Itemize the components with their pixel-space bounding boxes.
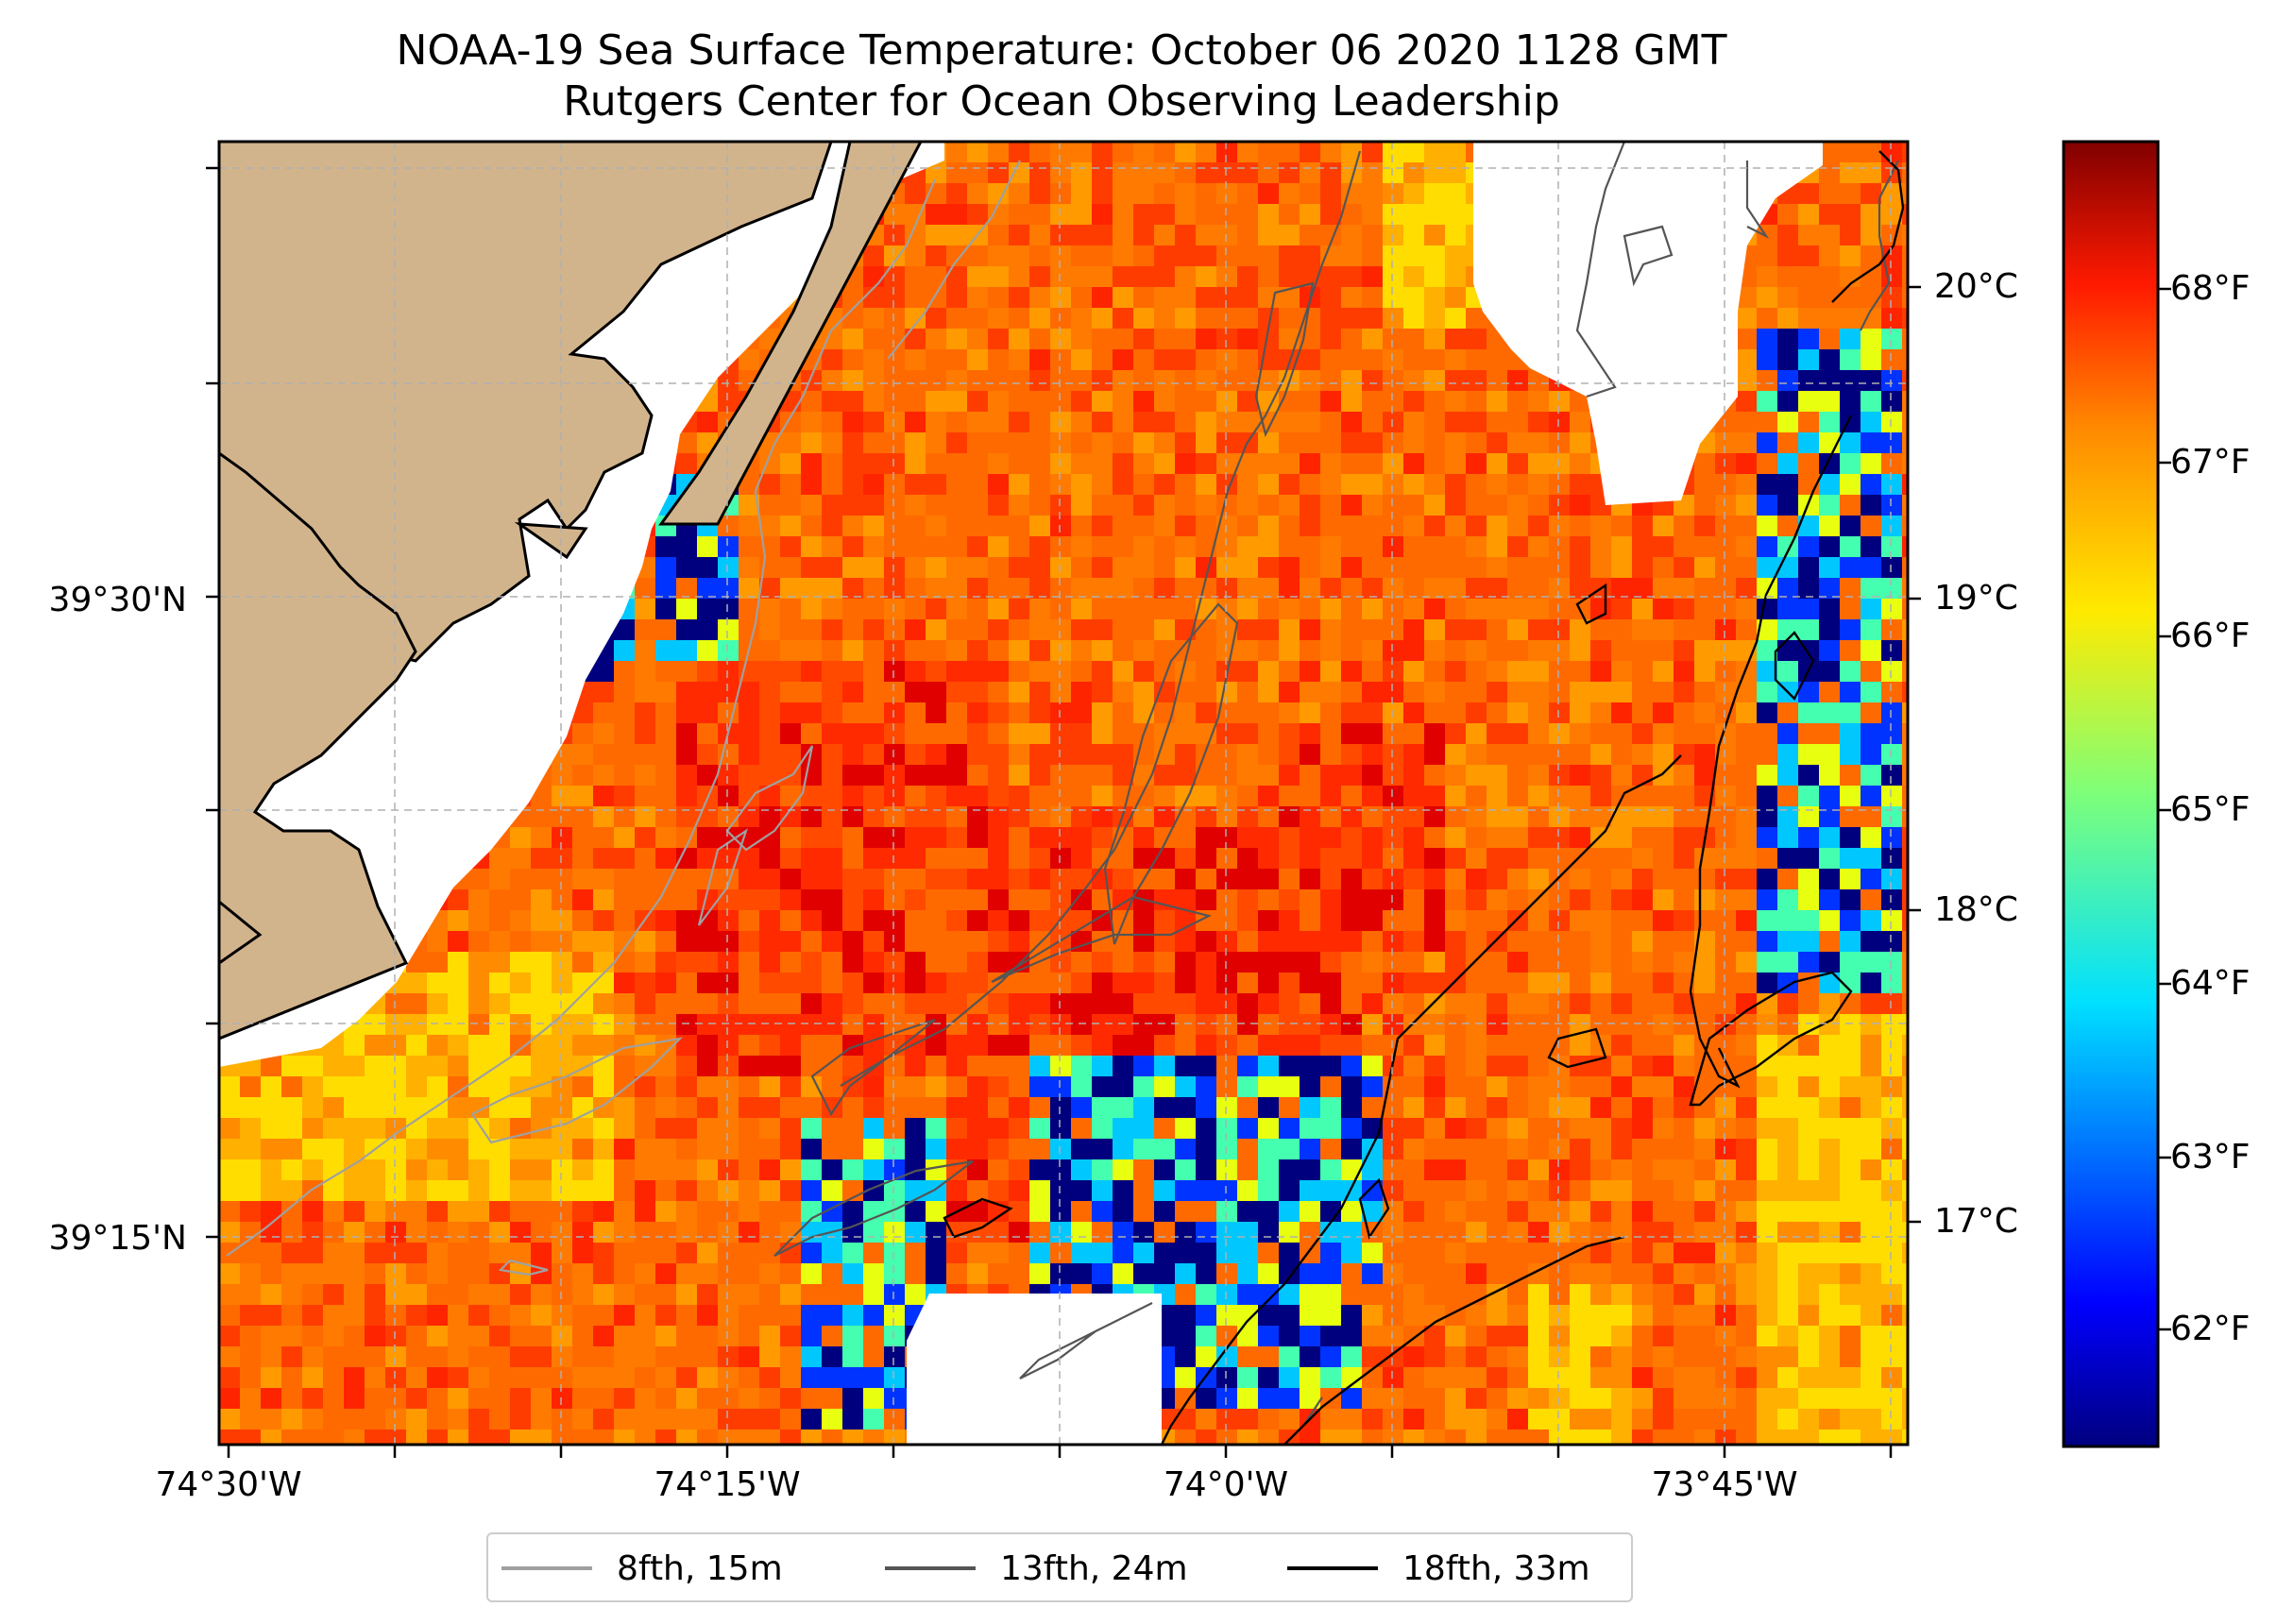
- isobath-18fth: [943, 150, 1905, 1445]
- legend-item-18fth: 18fth, 33m: [1287, 1548, 1590, 1589]
- colorbar-ticks: [2158, 287, 2171, 1331]
- lon-label-74-00: 74°0'W: [1163, 1465, 1289, 1504]
- lon-label-73-45: 73°45'W: [1651, 1465, 1798, 1504]
- lon-label-74-30: 74°30'W: [155, 1465, 302, 1504]
- legend-swatch-13fth: [885, 1566, 976, 1570]
- celsius-label-17: 17°C: [1934, 1202, 2018, 1241]
- legend-label-18fth: 18fth, 33m: [1402, 1548, 1590, 1588]
- legend-item-13fth: 13fth, 24m: [885, 1548, 1188, 1589]
- isobath-13fth: [773, 142, 1899, 1445]
- lat-label-39-15: 39°15'N: [48, 1219, 187, 1258]
- celsius-label-20: 20°C: [1934, 267, 2018, 306]
- legend-swatch-18fth: [1287, 1566, 1378, 1570]
- gridlines: [219, 142, 1908, 1445]
- land-areas: [219, 142, 923, 1040]
- fahrenheit-label-66: 66°F: [2170, 617, 2251, 655]
- chart-title: NOAA-19 Sea Surface Temperature: October…: [396, 26, 1727, 75]
- legend-label-13fth: 13fth, 24m: [1000, 1548, 1188, 1588]
- legend-item-8fth: 8fth, 15m: [501, 1548, 783, 1589]
- lon-label-74-15: 74°15'W: [654, 1465, 801, 1504]
- celsius-label-19: 19°C: [1934, 579, 2018, 617]
- fahrenheit-label-64: 64°F: [2170, 964, 2251, 1003]
- map-frame: [217, 140, 1910, 1446]
- fahrenheit-label-62: 62°F: [2170, 1310, 2251, 1348]
- fahrenheit-label-65: 65°F: [2170, 790, 2251, 829]
- fahrenheit-label-68: 68°F: [2170, 269, 2251, 308]
- isobath-legend: 8fth, 15m 13fth, 24m 18fth, 33m: [486, 1532, 1633, 1602]
- lat-label-39-30: 39°30'N: [48, 581, 187, 619]
- celsius-label-18: 18°C: [1934, 890, 2018, 929]
- legend-label-8fth: 8fth, 15m: [617, 1548, 783, 1588]
- colorbar-frame: [2062, 140, 2160, 1448]
- fahrenheit-label-63: 63°F: [2170, 1138, 2251, 1176]
- colorbar: [2064, 142, 2158, 1446]
- legend-swatch-8fth: [501, 1566, 592, 1570]
- axis-ticks: [206, 166, 1921, 1458]
- chart-subtitle: Rutgers Center for Ocean Observing Leade…: [563, 77, 1560, 126]
- fahrenheit-label-67: 67°F: [2170, 443, 2251, 482]
